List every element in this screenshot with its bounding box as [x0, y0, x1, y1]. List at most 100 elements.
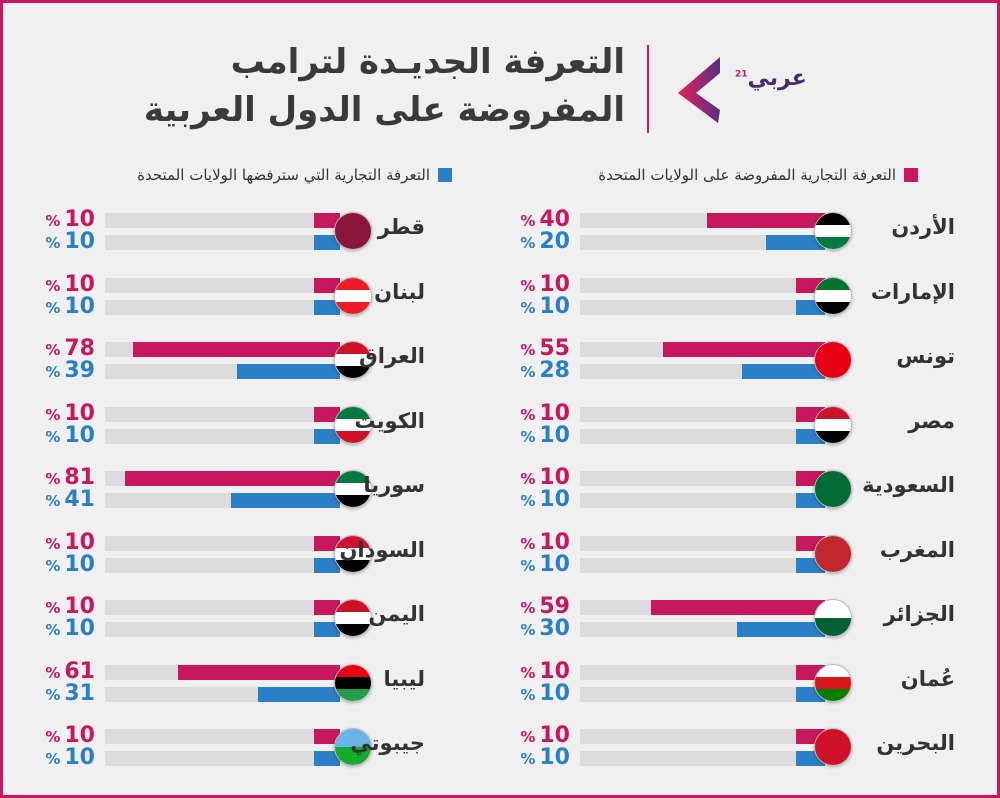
value: 10	[64, 616, 95, 641]
value: 28	[539, 358, 570, 383]
value: 10	[64, 293, 95, 319]
percent-sign: %	[520, 685, 536, 704]
percent-sign: %	[520, 405, 536, 424]
percent-sign: %	[520, 276, 536, 295]
value-label-imposed: % 10	[25, 595, 95, 620]
flag-stripe	[815, 664, 851, 677]
percent-sign: %	[45, 470, 61, 488]
value: 10	[64, 551, 95, 577]
flag-stripe	[335, 747, 371, 765]
flag-stripe	[335, 729, 371, 747]
bar-imposed	[313, 277, 340, 293]
bar-track	[580, 751, 825, 766]
value-label-imposed: % 10	[500, 401, 570, 427]
flag-stripe	[335, 535, 371, 548]
percent-sign: %	[520, 556, 536, 575]
bar-track	[105, 535, 340, 551]
flag-icon	[814, 405, 852, 444]
value: 10	[539, 551, 570, 577]
bar-us	[231, 493, 340, 508]
flag-stripe	[335, 418, 371, 431]
flag-icon	[334, 405, 372, 444]
bar-imposed	[125, 471, 340, 486]
flag-stripe	[335, 301, 371, 314]
flag-stripe	[335, 277, 371, 290]
percent-sign: %	[520, 234, 536, 252]
value-label-us: % 10	[500, 294, 570, 320]
bar-imposed	[313, 535, 340, 551]
legend-swatch-us	[438, 168, 452, 182]
country-name: جيبوتي	[350, 731, 425, 755]
value: 10	[64, 745, 95, 770]
bar-imposed	[133, 342, 340, 357]
country-name: مصر	[908, 408, 955, 433]
flag-stripe	[335, 612, 371, 624]
bar-track	[580, 277, 825, 293]
percent-sign: %	[45, 427, 61, 446]
country-name: السعودية	[862, 473, 955, 497]
flag-stripe	[815, 618, 851, 636]
title-line-2: المفروضة على الدول العربية	[143, 90, 625, 130]
flag-stripe	[335, 354, 371, 366]
value: 10	[64, 723, 95, 748]
bar-track	[105, 557, 340, 573]
flag-icon	[334, 341, 372, 379]
flag-stripe	[815, 301, 851, 314]
bar-track	[105, 729, 340, 744]
value-label-us: % 10	[500, 423, 570, 449]
bar-imposed	[313, 729, 340, 744]
percent-sign: %	[45, 599, 61, 617]
bar-track	[580, 406, 825, 422]
percent-sign: %	[45, 556, 61, 575]
percent-sign: %	[45, 341, 61, 359]
percent-sign: %	[520, 212, 536, 230]
bar-track	[105, 213, 340, 228]
value: 10	[64, 594, 95, 619]
value: 31	[64, 680, 95, 706]
country-name: الإمارات	[870, 279, 955, 304]
value-label-imposed: % 10	[500, 530, 570, 556]
flag-stripe	[335, 342, 371, 354]
bar-imposed	[313, 406, 340, 422]
flag-icon	[814, 663, 852, 702]
flag-icon	[814, 599, 852, 637]
flag-stripe	[335, 688, 371, 701]
value: 10	[539, 658, 570, 684]
value-label-imposed: % 10	[500, 272, 570, 298]
bar-track	[580, 664, 825, 680]
value-label-imposed: % 81	[25, 466, 95, 491]
value-label-imposed: % 78	[25, 337, 95, 362]
flag-icon	[334, 470, 372, 508]
value: 10	[64, 529, 95, 555]
flag-icon	[814, 212, 852, 250]
percent-sign: %	[45, 663, 61, 682]
legend-label-us: التعرفة التجارية التي سترفضها الولايات ا…	[137, 166, 430, 184]
bar-track	[580, 493, 825, 508]
value: 10	[539, 487, 570, 512]
value-label-imposed: % 10	[25, 401, 95, 427]
flag-stripe	[335, 600, 371, 612]
bar-imposed	[313, 600, 340, 615]
country-name: اليمن	[368, 602, 425, 626]
percent-sign: %	[45, 363, 61, 381]
value: 59	[539, 594, 570, 619]
arabi21-logo-icon	[678, 57, 720, 123]
value-label-imposed: % 10	[25, 208, 95, 233]
bar-us	[766, 235, 825, 250]
value-label-imposed: % 40	[500, 208, 570, 233]
flag-stripe	[335, 495, 371, 507]
page-title: التعرفة الجديـدة لترامب المفروضة على الد…	[144, 38, 625, 134]
bar-track	[580, 299, 825, 315]
logo-text: عربي21	[735, 66, 807, 91]
value-label-imposed: % 10	[25, 272, 95, 298]
value: 10	[64, 229, 95, 254]
flag-icon	[334, 663, 372, 702]
flag-stripe	[815, 535, 851, 572]
value-label-us: % 10	[25, 293, 95, 320]
bar-imposed	[650, 600, 825, 615]
flag-stripe	[815, 277, 851, 290]
value: 10	[539, 745, 570, 770]
flag-stripe	[815, 213, 851, 225]
percent-sign: %	[45, 298, 61, 317]
flag-stripe	[815, 676, 851, 689]
